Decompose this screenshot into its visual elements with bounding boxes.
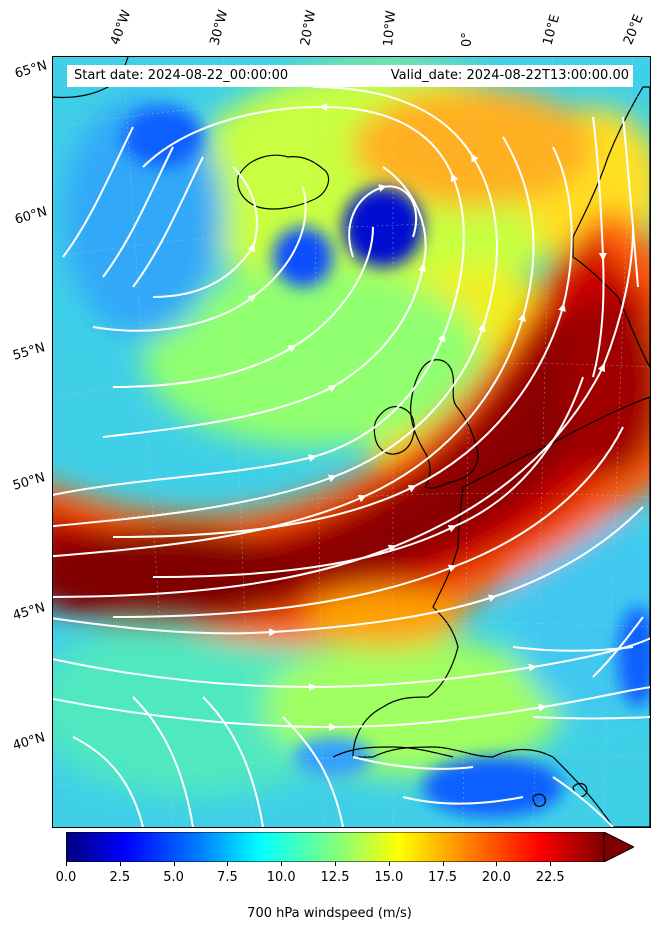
coastline-scandinavia [572,86,650,369]
colorbar-tick-mark [442,862,444,866]
colorbar-tick-label: 0.0 [55,870,77,885]
colorbar-tick-mark [496,862,498,866]
valid-date-label: Valid_date: 2024-08-22T13:00:00.00 [390,68,629,83]
colorbar-gradient [66,832,605,862]
colorbar-tick-mark [119,862,121,866]
lat-label-50n: 50°N [11,470,47,494]
coastline-island [532,793,546,807]
colorbar-tick-label: 12.5 [320,870,350,885]
lat-label-40n: 40°N [11,730,47,754]
lat-label-60n: 60°N [13,204,49,228]
start-date-label: Start date: 2024-08-22_00:00:00 [74,68,289,83]
lon-label-40w: 40°W [107,8,135,47]
colorbar-tick-mark [335,862,336,866]
lon-label-20w: 20°W [298,9,320,48]
windspeed-map [53,57,650,827]
lat-label-65n: 65°N [13,58,49,82]
colorbar-tick-mark [281,862,283,866]
lon-label-20e: 20°E [621,12,647,47]
colorbar-tick-label: 10.0 [266,870,296,885]
colorbar-tick-mark [550,862,552,866]
colorbar-tick-label: 17.5 [428,870,458,885]
map-panel[interactable]: Start date: 2024-08-22_00:00:00 Valid_da… [52,56,651,828]
colorbar [66,832,634,862]
lon-label-0: 0° [460,32,475,47]
colorbar-tick-label: 22.5 [535,870,565,885]
streamlines [53,86,650,827]
colorbar-tick-mark [227,862,229,866]
lat-label-45n: 45°N [11,600,47,624]
colorbar-tick-label: 7.5 [217,870,238,885]
colorbar-tick-mark [388,862,390,866]
colorbar-tick-label: 2.5 [109,870,131,885]
lon-label-10e: 10°E [540,12,564,48]
colorbar-tick-label: 20.0 [481,870,511,885]
lat-label-55n: 55°N [11,340,47,364]
colorbar-tick-label: 15.0 [374,870,404,885]
colorbar-label: 700 hPa windspeed (m/s) [247,906,412,921]
colorbar-extend-arrow [603,832,634,862]
lon-label-10w: 10°W [381,9,400,47]
colorbar-tick-label: 5.0 [163,870,184,885]
date-header: Start date: 2024-08-22_00:00:00 Valid_da… [67,65,633,87]
lon-label-30w: 30°W [207,8,232,47]
colorbar-tick-mark [66,862,67,866]
colorbar-tick-mark [173,862,175,866]
